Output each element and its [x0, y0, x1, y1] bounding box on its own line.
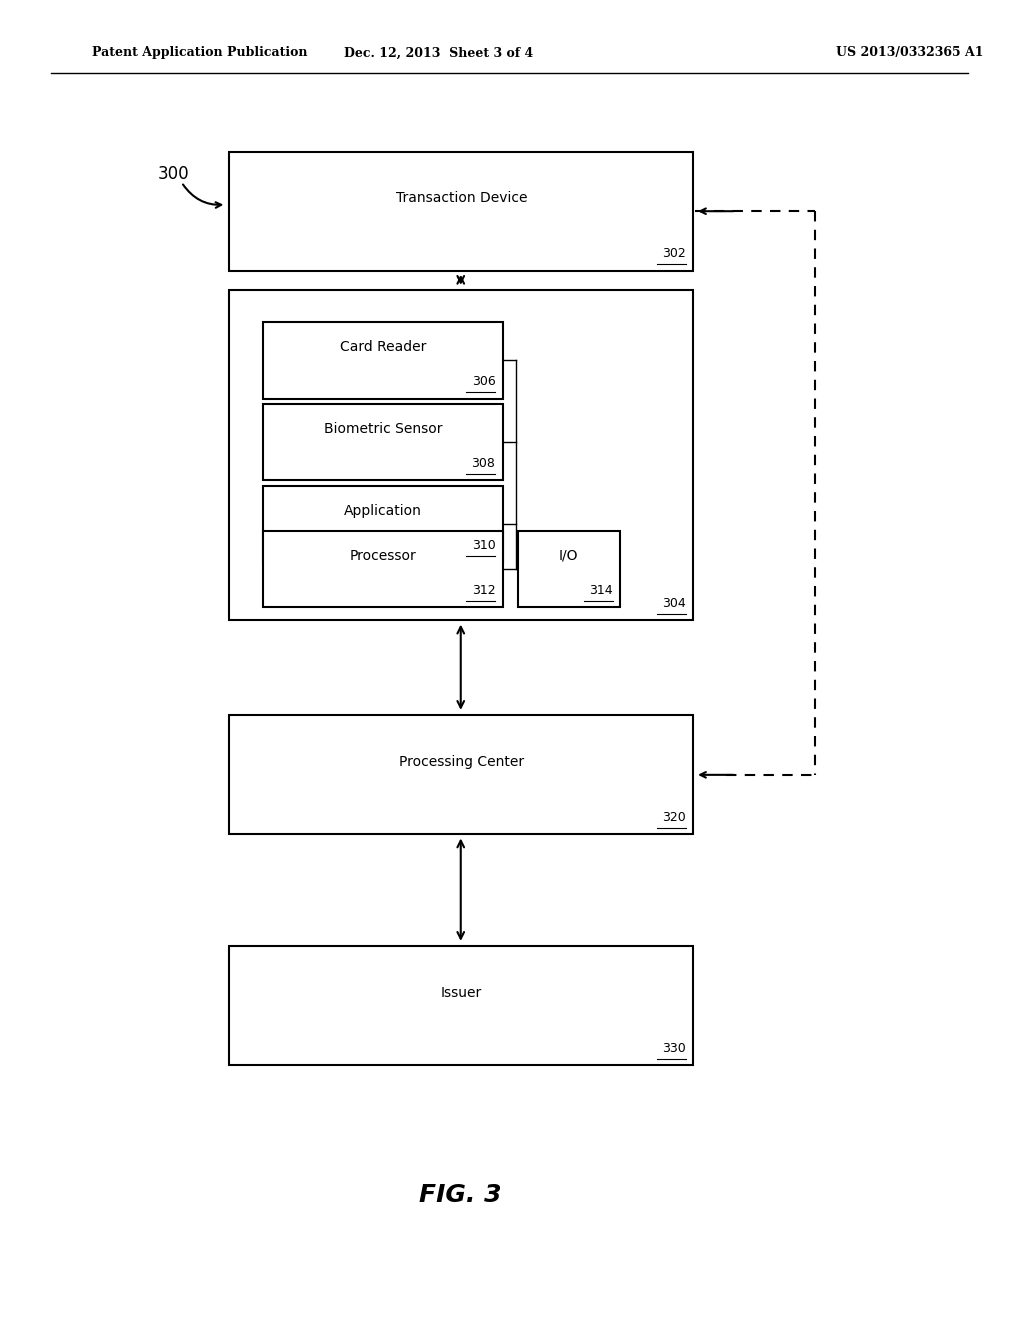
Text: 300: 300: [158, 165, 189, 183]
Text: Application: Application: [344, 504, 422, 517]
Text: 306: 306: [472, 375, 496, 388]
FancyBboxPatch shape: [263, 531, 503, 607]
FancyBboxPatch shape: [229, 946, 693, 1065]
Text: 304: 304: [663, 597, 686, 610]
Text: FIG. 3: FIG. 3: [420, 1183, 502, 1206]
Text: US 2013/0332365 A1: US 2013/0332365 A1: [836, 46, 983, 59]
Text: 330: 330: [663, 1041, 686, 1055]
FancyBboxPatch shape: [263, 486, 503, 562]
FancyBboxPatch shape: [518, 531, 620, 607]
Text: 302: 302: [663, 247, 686, 260]
Text: 308: 308: [471, 457, 496, 470]
Text: Card Reader: Card Reader: [340, 341, 426, 354]
Text: 314: 314: [589, 583, 612, 597]
Text: Dec. 12, 2013  Sheet 3 of 4: Dec. 12, 2013 Sheet 3 of 4: [344, 46, 532, 59]
FancyBboxPatch shape: [263, 322, 503, 399]
Text: Transaction Device: Transaction Device: [395, 191, 527, 205]
FancyBboxPatch shape: [263, 404, 503, 480]
Text: 320: 320: [663, 810, 686, 824]
FancyBboxPatch shape: [229, 290, 693, 620]
Text: Processor: Processor: [349, 549, 416, 562]
Text: 312: 312: [472, 583, 496, 597]
Text: I/O: I/O: [559, 549, 579, 562]
FancyBboxPatch shape: [229, 152, 693, 271]
Text: 310: 310: [472, 539, 496, 552]
Text: Issuer: Issuer: [440, 986, 482, 999]
FancyBboxPatch shape: [229, 715, 693, 834]
Text: Patent Application Publication: Patent Application Publication: [92, 46, 307, 59]
Text: Biometric Sensor: Biometric Sensor: [324, 422, 442, 436]
Text: Processing Center: Processing Center: [398, 755, 524, 768]
